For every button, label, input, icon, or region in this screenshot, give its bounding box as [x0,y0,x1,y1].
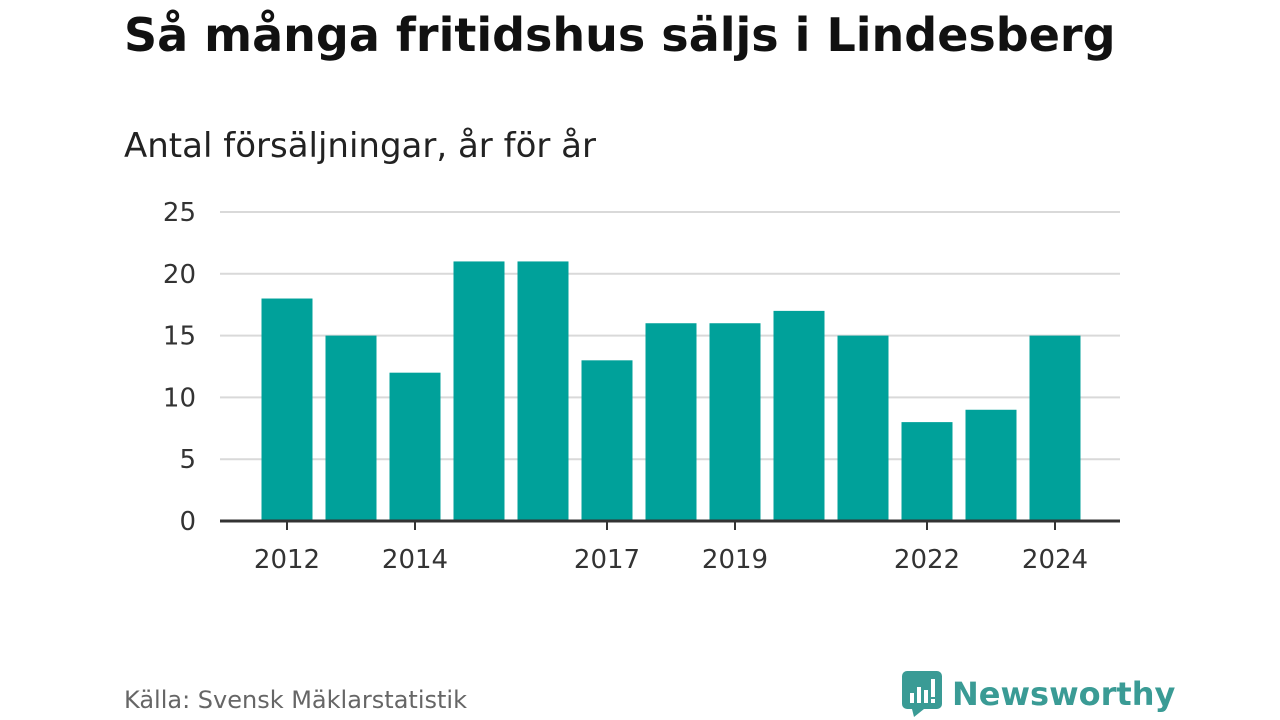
bar-2020 [773,310,825,521]
y-axis-ticks: 0 5 10 15 20 25 [163,198,196,537]
bar-2016 [517,261,569,521]
y-tick-label-10: 10 [163,383,196,413]
brand-logo: Newsworthy [902,670,1175,718]
bar-2018 [645,323,697,521]
newsworthy-logo-icon [902,671,942,717]
x-tick-label-2019: 2019 [702,545,768,575]
bar-2014 [389,372,441,521]
y-tick-label-0: 0 [179,507,196,537]
y-tick-label-5: 5 [179,445,196,475]
brand-name: Newsworthy [952,675,1176,713]
y-tick-label-25: 25 [163,198,196,228]
bar-2021 [837,335,889,521]
bar-2015 [453,261,505,521]
y-tick-label-20: 20 [163,260,196,290]
bar-2019 [709,323,761,521]
bar-2023 [965,409,1017,521]
bar-2022 [901,422,953,521]
bar-chart: 0 5 10 15 20 25 2012 2014 2017 2019 2022 2024 [163,198,1120,575]
x-tick-label-2017: 2017 [574,545,640,575]
bar-2012 [261,298,313,521]
chart-subtitle: Antal försäljningar, år för år [124,126,596,166]
y-tick-label-15: 15 [163,322,196,352]
bars [261,261,1081,521]
x-tick-label-2024: 2024 [1022,545,1088,575]
source-note: Källa: Svensk Mäklarstatistik [124,686,467,714]
x-tick-label-2022: 2022 [894,545,960,575]
x-tick-label-2014: 2014 [382,545,448,575]
chart-title: Så många fritidshus säljs i Lindesberg [124,8,1116,62]
bar-2024 [1029,335,1081,521]
bar-2013 [325,335,377,521]
x-axis-ticks: 2012 2014 2017 2019 2022 2024 [254,521,1088,575]
x-tick-label-2012: 2012 [254,545,320,575]
bar-2017 [581,360,633,521]
